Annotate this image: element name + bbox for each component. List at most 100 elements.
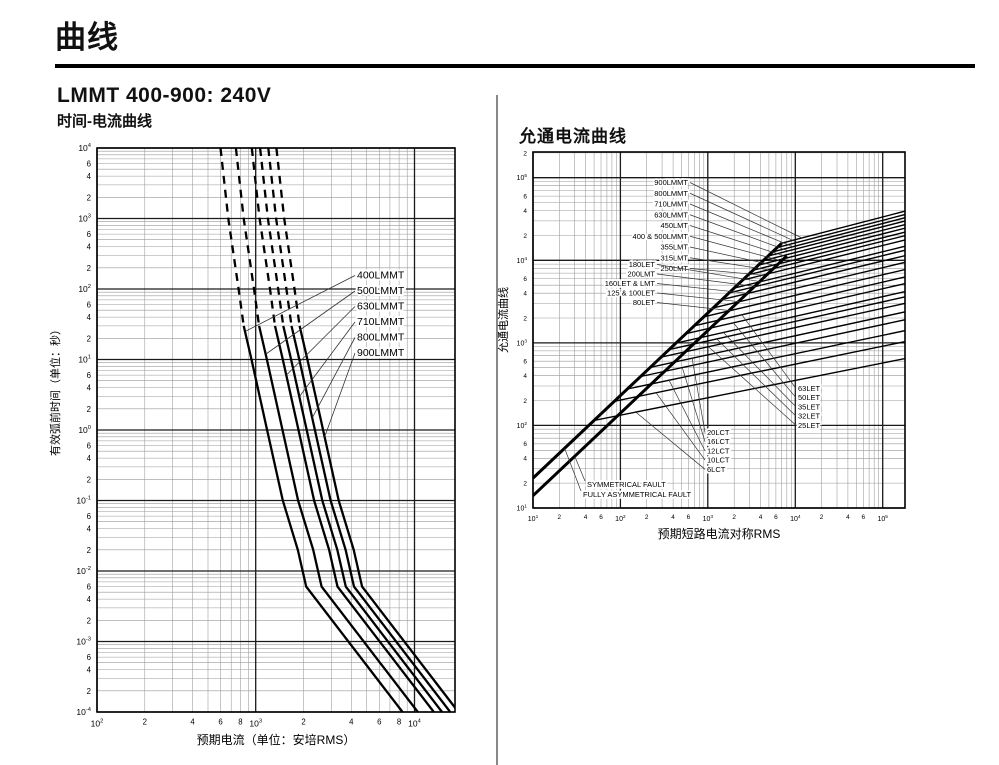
svg-text:2: 2 [87,687,91,696]
line-315LMT [748,234,905,276]
svg-text:2: 2 [523,316,527,323]
line-400 & 500LMMT [758,227,905,266]
line-35LET [675,290,905,344]
line-25LET [660,302,905,358]
column-divider [496,95,498,765]
svg-text:6LCT: 6LCT [707,465,726,474]
svg-text:6: 6 [87,371,91,380]
curve-500LMMT [234,148,261,327]
curve-400LMMT [242,325,404,712]
line-32LET [668,296,905,351]
line-900LMMT [781,210,905,244]
svg-text:6: 6 [862,514,866,521]
svg-text:4: 4 [846,514,850,521]
let-through-curve-title: 允通电流曲线 [519,127,627,146]
svg-text:10-1: 10-1 [76,496,91,506]
x-axis-label: 预期电流（单位：安培RMS） [197,732,356,747]
svg-text:2: 2 [732,514,736,521]
line-800LMMT [776,213,905,249]
svg-text:250LMT: 250LMT [660,264,688,273]
svg-text:4: 4 [87,384,92,393]
svg-text:4: 4 [87,525,92,534]
svg-text:6: 6 [87,301,91,310]
curve-710LMMT [258,148,285,327]
svg-text:103: 103 [517,338,528,347]
svg-text:12LCT: 12LCT [707,446,730,455]
curve-900LMMT [298,325,455,710]
svg-text:10-2: 10-2 [76,566,91,576]
svg-text:6: 6 [218,718,222,727]
svg-text:105: 105 [877,514,888,523]
svg-text:4: 4 [523,373,527,380]
svg-text:2: 2 [523,150,527,157]
axis-tick-labels: 101 2 4 6 102 2 4 6 103 2 4 6 104 2 4 6 105 101 2 4 6 102 2 4 6 1… [517,150,889,523]
svg-text:2: 2 [87,405,91,414]
svg-text:4: 4 [671,514,675,521]
svg-text:400 & 500LMMT: 400 & 500LMMT [633,232,689,241]
svg-text:8: 8 [397,718,401,727]
svg-text:800LMMT: 800LMMT [357,332,405,344]
svg-text:10LCT: 10LCT [707,456,730,465]
svg-text:104: 104 [517,256,528,265]
line-10LCT [614,340,905,402]
let-through-lines [593,210,905,422]
svg-text:2: 2 [87,193,91,202]
y-axis-label: 有效弧前时间（单位：秒） [48,324,62,456]
y-axis-label: 允通电流曲线 [496,287,510,353]
svg-text:2: 2 [645,514,649,521]
reference-fault-lines [533,242,788,497]
svg-text:8: 8 [238,718,242,727]
let-through-chart: 101 2 4 6 102 2 4 6 103 2 4 6 104 2 4 6 105 101 2 4 6 102 2 4 6 1… [496,150,906,541]
svg-text:6: 6 [523,359,527,366]
svg-text:2: 2 [523,233,527,240]
svg-text:6: 6 [87,512,91,521]
svg-text:2: 2 [143,718,147,727]
curve-710LMMT [282,325,443,712]
svg-text:102: 102 [517,421,528,430]
heading-rule [55,64,975,68]
svg-text:4: 4 [87,454,92,463]
svg-text:2: 2 [87,475,91,484]
svg-text:80LET: 80LET [633,298,656,307]
line-180LET [734,245,905,289]
svg-text:2: 2 [523,481,527,488]
svg-text:710LMMT: 710LMMT [357,316,405,328]
line-FULLY ASYMMETRICAL FAULT [533,242,783,480]
x-axis-label: 预期短路电流对称RMS [658,526,781,541]
line-80LET [703,268,905,318]
svg-text:10-4: 10-4 [76,707,91,717]
left-section-heading: LMMT 400-900: 240V [57,84,272,107]
svg-text:63LET: 63LET [798,384,821,393]
svg-text:6: 6 [87,442,91,451]
svg-text:630LMMT: 630LMMT [654,210,688,219]
svg-text:6: 6 [687,514,691,521]
line-16LCT [640,319,905,378]
svg-text:4: 4 [523,291,527,298]
svg-text:6: 6 [87,160,91,169]
svg-text:160LET & LMT: 160LET & LMT [605,279,656,288]
svg-text:102: 102 [91,719,104,729]
curve-630LMMT [250,148,277,327]
svg-text:101: 101 [528,514,539,523]
line-63LET [694,276,905,327]
svg-text:500LMMT: 500LMMT [357,285,405,297]
svg-text:SYMMETRICAL FAULT: SYMMETRICAL FAULT [587,480,666,489]
page-title: 曲线 [55,20,119,55]
curve-500LMMT [257,325,419,712]
svg-text:100: 100 [78,425,91,435]
svg-text:6: 6 [523,441,527,448]
line-160LET & LMT [721,254,905,301]
svg-text:20LCT: 20LCT [707,428,730,437]
svg-text:4: 4 [87,172,92,181]
svg-text:2: 2 [87,546,91,555]
svg-text:450LMT: 450LMT [660,221,688,230]
svg-text:315LMT: 315LMT [660,253,688,262]
svg-text:4: 4 [523,208,527,215]
svg-text:900LMMT: 900LMMT [357,347,405,359]
svg-text:4: 4 [523,456,527,463]
line-50LET [685,282,905,335]
svg-text:2: 2 [523,398,527,405]
svg-text:6: 6 [87,653,91,662]
svg-text:104: 104 [408,719,421,729]
